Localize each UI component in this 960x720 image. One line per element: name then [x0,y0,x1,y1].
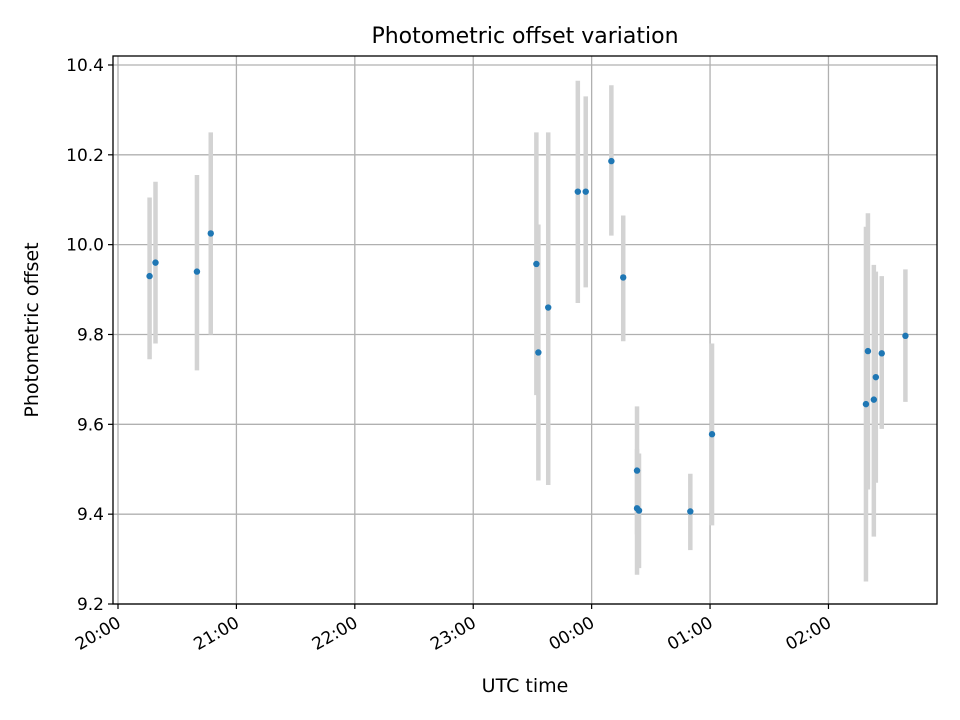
y-tick-label: 9.2 [77,595,104,615]
data-point [902,332,909,340]
y-tick-label: 10.4 [66,56,104,76]
x-tick-label: 20:00 [72,613,124,655]
y-tick-label: 10.2 [66,146,104,166]
data-point [146,272,153,280]
gridlines [113,56,937,605]
x-tick-label: 00:00 [546,613,598,655]
data-point [687,508,694,515]
x-axis-ticks: 20:00 21:00 22:00 23:00 00:00 01:00 02:00 [72,604,835,655]
data-point [207,230,214,237]
y-tick-label: 9.6 [77,415,104,435]
data-point [635,507,643,514]
data-point [872,373,880,381]
data-point [633,467,641,474]
chart-title: Photometric offset variation [371,24,678,49]
y-tick-label: 9.4 [77,505,104,525]
data-point [708,431,716,438]
data-point [608,157,615,165]
x-tick-label: 22:00 [309,613,361,655]
x-tick-label: 21:00 [190,613,242,655]
data-point [152,259,159,266]
data-point [862,400,870,408]
data-point [193,268,201,275]
y-axis-ticks: 9.2 9.4 9.6 9.8 10.0 10.2 10.4 [66,56,113,615]
x-tick-label: 23:00 [427,613,479,655]
error-bars [147,80,908,582]
x-tick-label: 02:00 [783,613,835,655]
y-tick-label: 9.8 [77,325,104,345]
x-axis-label: UTC time [482,675,569,697]
data-point [864,347,872,355]
x-tick-label: 01:00 [664,613,716,655]
data-point [620,274,627,281]
data-point [533,260,540,268]
data-points [146,157,909,515]
y-axis-label: Photometric offset [21,242,43,417]
data-point [535,349,542,356]
data-point [582,188,589,195]
data-point [545,304,552,311]
data-point [878,350,885,357]
plot-frame [112,55,938,605]
data-point [870,396,878,403]
data-point [574,188,582,195]
y-tick-label: 10.0 [66,236,104,256]
